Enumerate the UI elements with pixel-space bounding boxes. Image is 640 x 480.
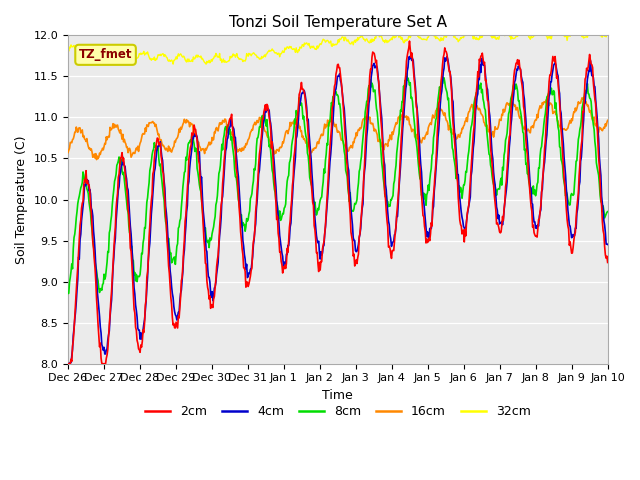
Y-axis label: Soil Temperature (C): Soil Temperature (C)	[15, 135, 28, 264]
Legend: 2cm, 4cm, 8cm, 16cm, 32cm: 2cm, 4cm, 8cm, 16cm, 32cm	[140, 400, 536, 423]
Text: TZ_fmet: TZ_fmet	[79, 48, 132, 61]
X-axis label: Time: Time	[323, 389, 353, 402]
Title: Tonzi Soil Temperature Set A: Tonzi Soil Temperature Set A	[229, 15, 447, 30]
